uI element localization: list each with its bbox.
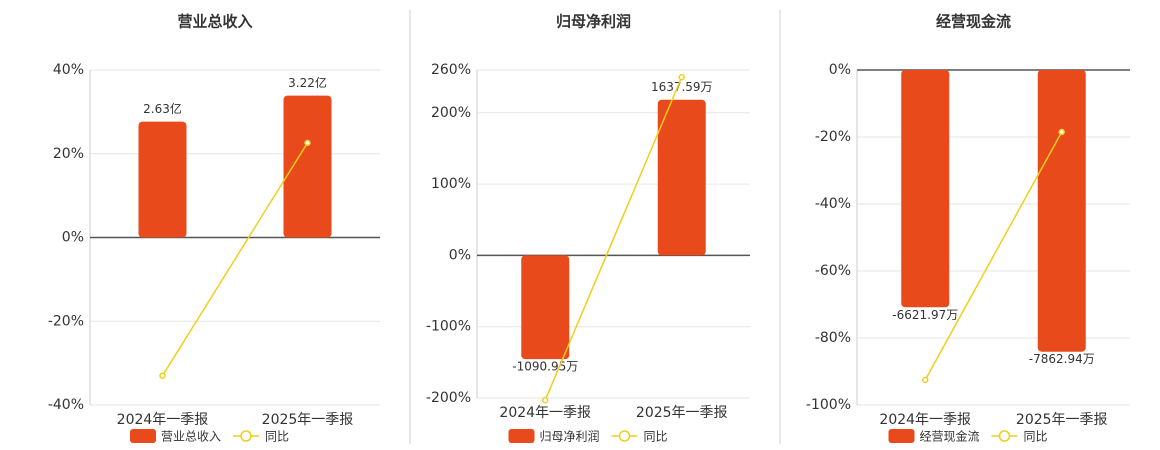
x-tick-label: 2024年一季报 [117,412,209,428]
legend-point [618,430,631,442]
data-label: -6621.97万 [892,308,958,322]
bar [1037,70,1086,352]
line [161,142,309,377]
point [922,376,929,384]
point [678,73,685,81]
y-tick-label: 0% [449,247,471,263]
line [544,76,683,401]
chart-title: 经营现金流 [936,13,1011,31]
point [304,139,311,147]
y-tick-label: 40% [53,62,84,78]
legend-point [240,430,252,442]
legend-swatch [888,429,915,443]
line [924,131,1063,381]
y-tick-label: 0% [829,62,851,78]
y-tick-label: -200% [426,390,471,406]
legend-label: 同比 [265,430,289,444]
bar [138,121,187,238]
bar [657,99,706,256]
bar [901,70,950,308]
x-tick-label: 2025年一季报 [1016,412,1108,428]
y-tick-label: 200% [431,105,471,121]
data-label: 2.63亿 [143,101,182,116]
bar [283,95,332,238]
x-tick-label: 2025年一季报 [636,405,728,421]
legend-point [998,430,1011,442]
legend-label: 同比 [1024,430,1048,444]
x-tick-label: 2024年一季报 [499,405,591,421]
legend-swatch [130,429,156,443]
chart-title: 归母净利润 [556,13,631,31]
bar [521,255,570,360]
y-tick-label: 260% [431,62,471,78]
legend-label: 同比 [644,430,668,444]
data-label: 1637.59万 [651,80,713,94]
point [1058,128,1065,136]
y-tick-label: -100% [426,319,471,335]
y-tick-label: 20% [53,146,84,162]
data-label: 3.22亿 [288,75,327,90]
legend-label: 归母净利润 [540,430,600,444]
legend-label: 经营现金流 [920,429,980,444]
y-tick-label: -80% [815,330,851,346]
data-label: -1090.95万 [512,360,578,374]
y-tick-label: -60% [815,263,851,279]
y-tick-label: -40% [815,196,851,212]
x-tick-label: 2025年一季报 [262,412,354,428]
legend-label: 营业总收入 [161,430,221,444]
data-label: -7862.94万 [1029,352,1095,366]
chart-title: 营业总收入 [177,13,252,31]
y-tick-label: -40% [48,397,84,413]
x-tick-label: 2024年一季报 [879,412,971,428]
y-tick-label: -20% [815,129,851,145]
legend-swatch [508,429,535,443]
point [542,396,549,404]
y-tick-label: 100% [431,176,471,192]
y-tick-label: 0% [62,230,84,246]
point [159,372,166,379]
y-tick-label: -100% [806,397,851,413]
y-tick-label: -20% [48,313,84,329]
